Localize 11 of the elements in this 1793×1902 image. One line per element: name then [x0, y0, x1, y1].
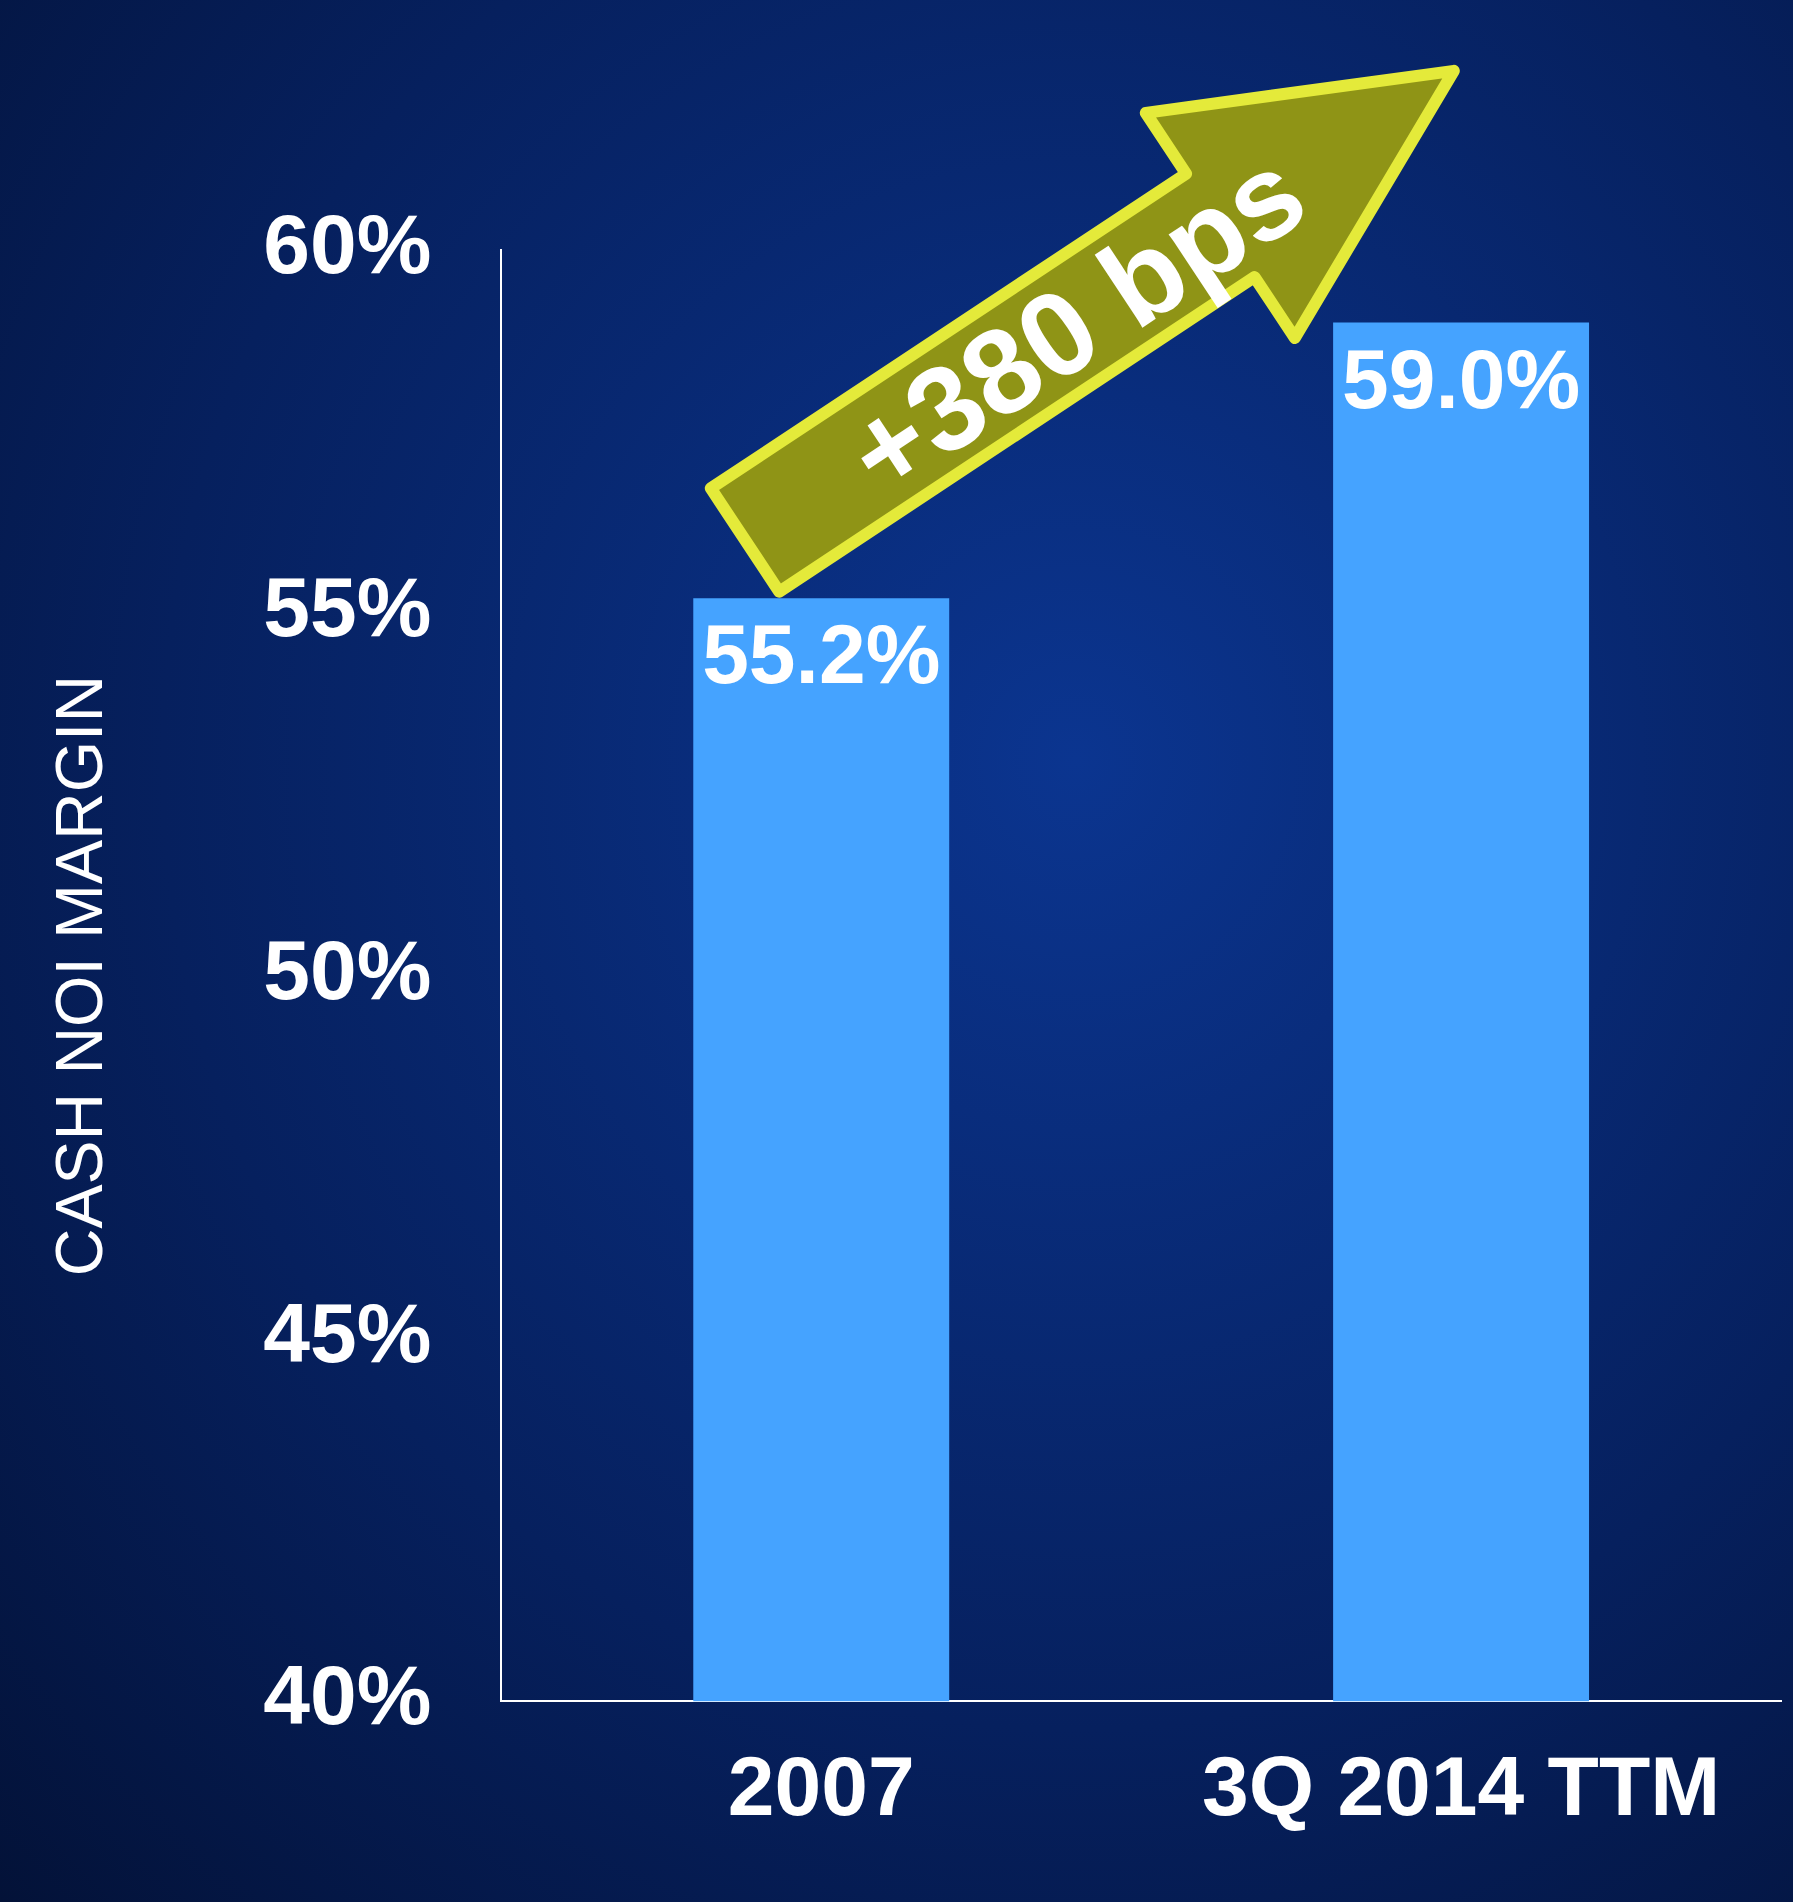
y-tick-label: 55% — [263, 559, 432, 654]
y-tick-label: 40% — [263, 1648, 432, 1743]
y-tick-label: 60% — [263, 197, 432, 292]
x-tick-label: 2007 — [727, 1738, 915, 1833]
annotation: +380 bps — [822, 123, 1328, 521]
y-axis-title: CASH NOI MARGIN — [41, 674, 116, 1277]
data-label: 55.2% — [702, 607, 941, 702]
y-tick-label: 45% — [263, 1285, 432, 1380]
y-tick-label: 50% — [263, 922, 432, 1017]
data-label: 59.0% — [1341, 331, 1581, 426]
x-tick-label: 3Q 2014 TTM — [1201, 1738, 1721, 1833]
